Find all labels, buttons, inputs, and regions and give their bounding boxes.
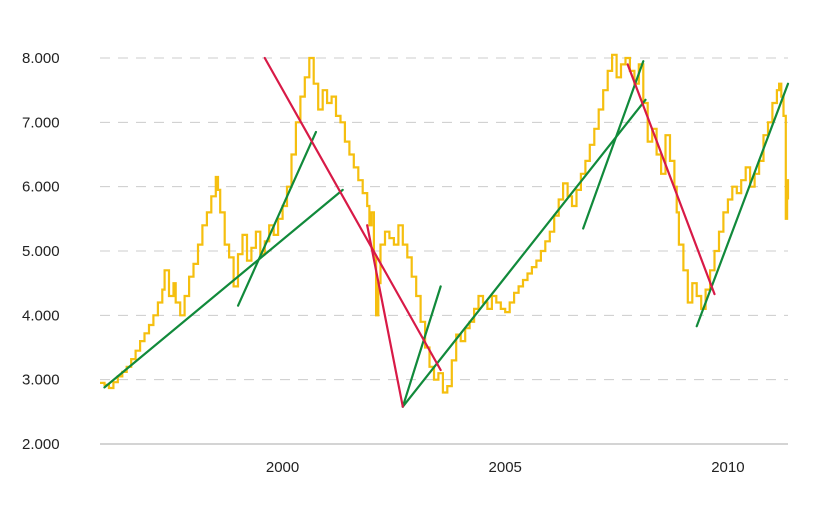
y-tick-label: 3.000 — [22, 372, 60, 389]
downtrend-line — [366, 224, 404, 408]
x-tick-label: 2010 — [711, 459, 744, 476]
uptrend-line — [582, 60, 645, 230]
uptrend-line — [401, 98, 647, 408]
y-tick-label: 2.000 — [22, 436, 60, 453]
uptrend-line — [695, 82, 790, 328]
downtrend-line — [263, 56, 442, 372]
downtrend-line — [626, 63, 716, 296]
horizontal-gridlines — [100, 57, 788, 381]
y-tick-label: 4.000 — [22, 307, 60, 324]
y-tick-label: 8.000 — [22, 50, 60, 67]
trendlines — [103, 56, 790, 408]
y-tick-label: 6.000 — [22, 179, 60, 196]
uptrend-line — [103, 188, 344, 389]
uptrend-line — [236, 130, 318, 307]
x-tick-label: 2005 — [489, 459, 522, 476]
y-tick-label: 7.000 — [22, 114, 60, 131]
x-tick-label: 2000 — [266, 459, 299, 476]
price-series — [100, 53, 790, 394]
y-axis-tick-labels: 2.000 3.000 4.000 5.000 6.000 7.000 8.000 — [22, 50, 60, 453]
y-tick-label: 5.000 — [22, 243, 60, 260]
price-line — [100, 53, 790, 394]
x-axis-tick-labels: 2000 2005 2010 — [266, 459, 745, 476]
uptrend-line — [401, 285, 442, 408]
